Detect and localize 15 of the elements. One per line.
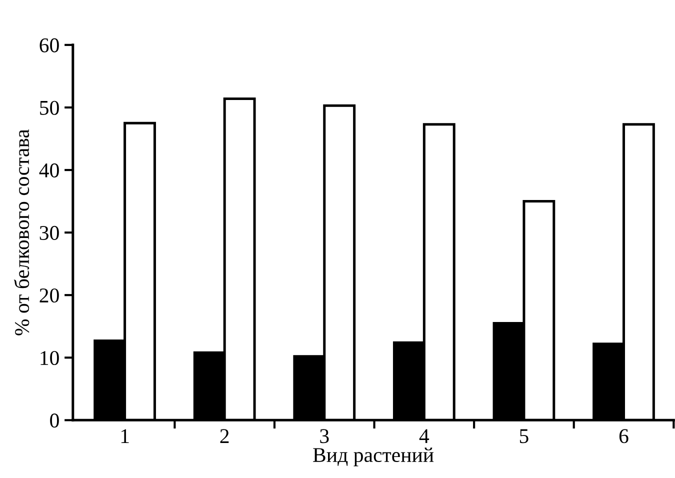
y-tick-label: 50: [40, 100, 59, 115]
x-axis-title: Вид растений: [313, 448, 434, 466]
y-tick-label: 40: [39, 163, 59, 178]
y-tick-label: 30: [40, 226, 59, 240]
x-tick-label: 1: [121, 429, 129, 443]
x-tick-label: 4: [419, 429, 430, 443]
y-tick-label: 60: [40, 38, 59, 52]
x-tick-label: 5: [520, 429, 528, 444]
y-axis-title: % от белкового состава: [14, 129, 30, 336]
y-tick-label: 20: [40, 288, 59, 303]
y-tick-label: 0: [50, 414, 59, 428]
x-tick-label: 3: [320, 429, 329, 444]
x-tick-label: 6: [619, 429, 628, 444]
y-tick-label: 10: [40, 351, 59, 366]
x-tick-label: 2: [220, 429, 229, 443]
